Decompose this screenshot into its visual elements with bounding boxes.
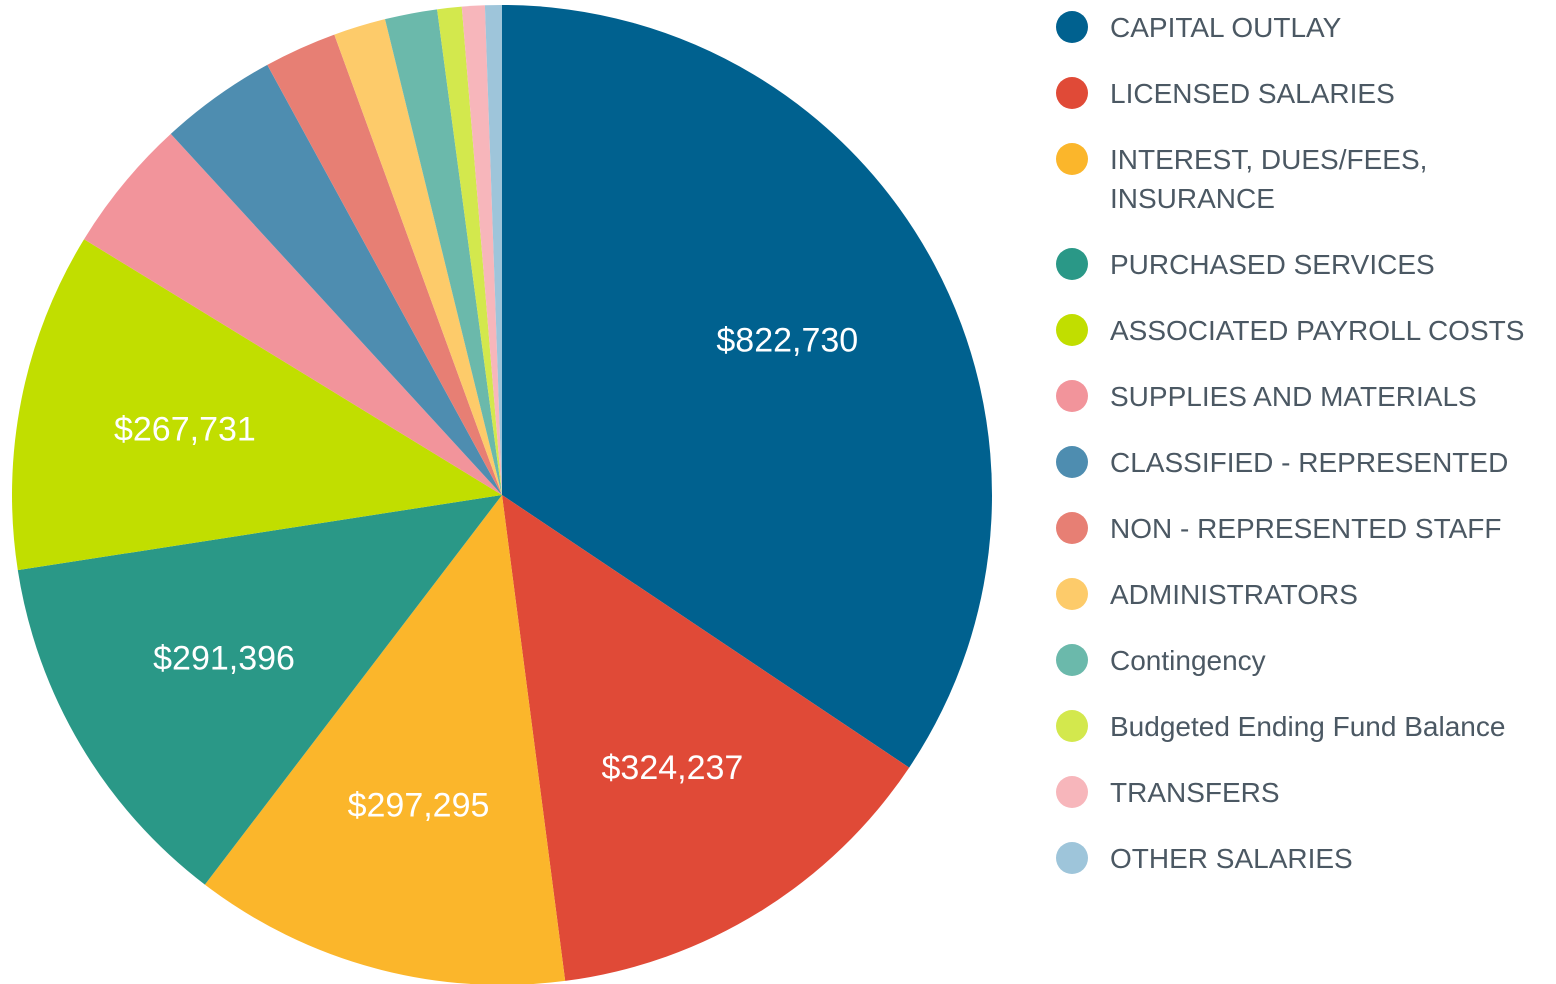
legend-item: CAPITAL OUTLAY <box>1056 8 1556 47</box>
pie-slice <box>437 6 502 495</box>
data-label: $291,396 <box>153 639 295 677</box>
legend-item: PURCHASED SERVICES <box>1056 245 1556 284</box>
legend-item: Contingency <box>1056 641 1556 680</box>
pie-area: $822,730 $324,237 $297,295 $291,396 $267,731 <box>11 5 992 984</box>
legend-marker <box>1056 11 1088 43</box>
legend-marker <box>1056 446 1088 478</box>
legend-item: ADMINISTRATORS <box>1056 575 1556 614</box>
legend-label: SUPPLIES AND MATERIALS <box>1110 381 1477 412</box>
legend-marker <box>1056 644 1088 676</box>
legend-label: INTEREST, DUES/FEES, INSURANCE <box>1110 144 1428 214</box>
pie-slice <box>204 495 566 984</box>
pie-slice <box>84 133 502 496</box>
legend-marker <box>1056 143 1088 175</box>
legend-item: LICENSED SALARIES <box>1056 74 1556 113</box>
legend-marker <box>1056 842 1088 874</box>
pie-slice <box>11 239 502 571</box>
legend-marker <box>1056 248 1088 280</box>
legend-item: TRANSFERS <box>1056 773 1556 812</box>
legend-item: NON - REPRESENTED STAFF <box>1056 509 1556 548</box>
legend-marker <box>1056 314 1088 346</box>
legend-marker <box>1056 776 1088 808</box>
legend-marker <box>1056 77 1088 109</box>
pie-slice <box>502 5 992 768</box>
legend-marker <box>1056 710 1088 742</box>
pie-slice <box>170 64 503 495</box>
legend-item: ASSOCIATED PAYROLL COSTS <box>1056 311 1556 350</box>
data-label: $324,237 <box>602 749 744 787</box>
legend-item: Budgeted Ending Fund Balance <box>1056 707 1556 746</box>
legend-marker <box>1056 512 1088 544</box>
pie-slice <box>385 9 502 495</box>
legend-item: SUPPLIES AND MATERIALS <box>1056 377 1556 416</box>
data-label: $267,731 <box>114 411 256 449</box>
legend-label: ASSOCIATED PAYROLL COSTS <box>1110 315 1525 346</box>
legend-marker <box>1056 578 1088 610</box>
legend-label: OTHER SALARIES <box>1110 843 1353 874</box>
pie-slice <box>17 495 503 885</box>
legend-marker <box>1056 380 1088 412</box>
legend-label: CAPITAL OUTLAY <box>1110 12 1342 43</box>
legend: CAPITAL OUTLAY LICENSED SALARIES INTEREST,… <box>1056 8 1556 905</box>
data-label: $822,730 <box>716 322 858 360</box>
legend-label: ADMINISTRATORS <box>1110 579 1358 610</box>
legend-label: Budgeted Ending Fund Balance <box>1110 711 1506 742</box>
pie-slice <box>334 19 502 495</box>
pie-slice <box>267 34 502 495</box>
legend-label: Contingency <box>1110 645 1266 676</box>
legend-item: CLASSIFIED - REPRESENTED <box>1056 443 1556 482</box>
legend-label: TRANSFERS <box>1110 777 1280 808</box>
legend-item: INTEREST, DUES/FEES, INSURANCE <box>1056 140 1556 218</box>
data-label: $297,295 <box>348 786 490 824</box>
legend-label: CLASSIFIED - REPRESENTED <box>1110 447 1509 478</box>
legend-item: OTHER SALARIES <box>1056 839 1556 878</box>
legend-label: NON - REPRESENTED STAFF <box>1110 513 1502 544</box>
pie-slice <box>484 5 502 495</box>
legend-label: PURCHASED SERVICES <box>1110 249 1435 280</box>
pie-slice <box>502 495 910 981</box>
pie-slice <box>461 5 502 496</box>
legend-label: LICENSED SALARIES <box>1110 78 1395 109</box>
